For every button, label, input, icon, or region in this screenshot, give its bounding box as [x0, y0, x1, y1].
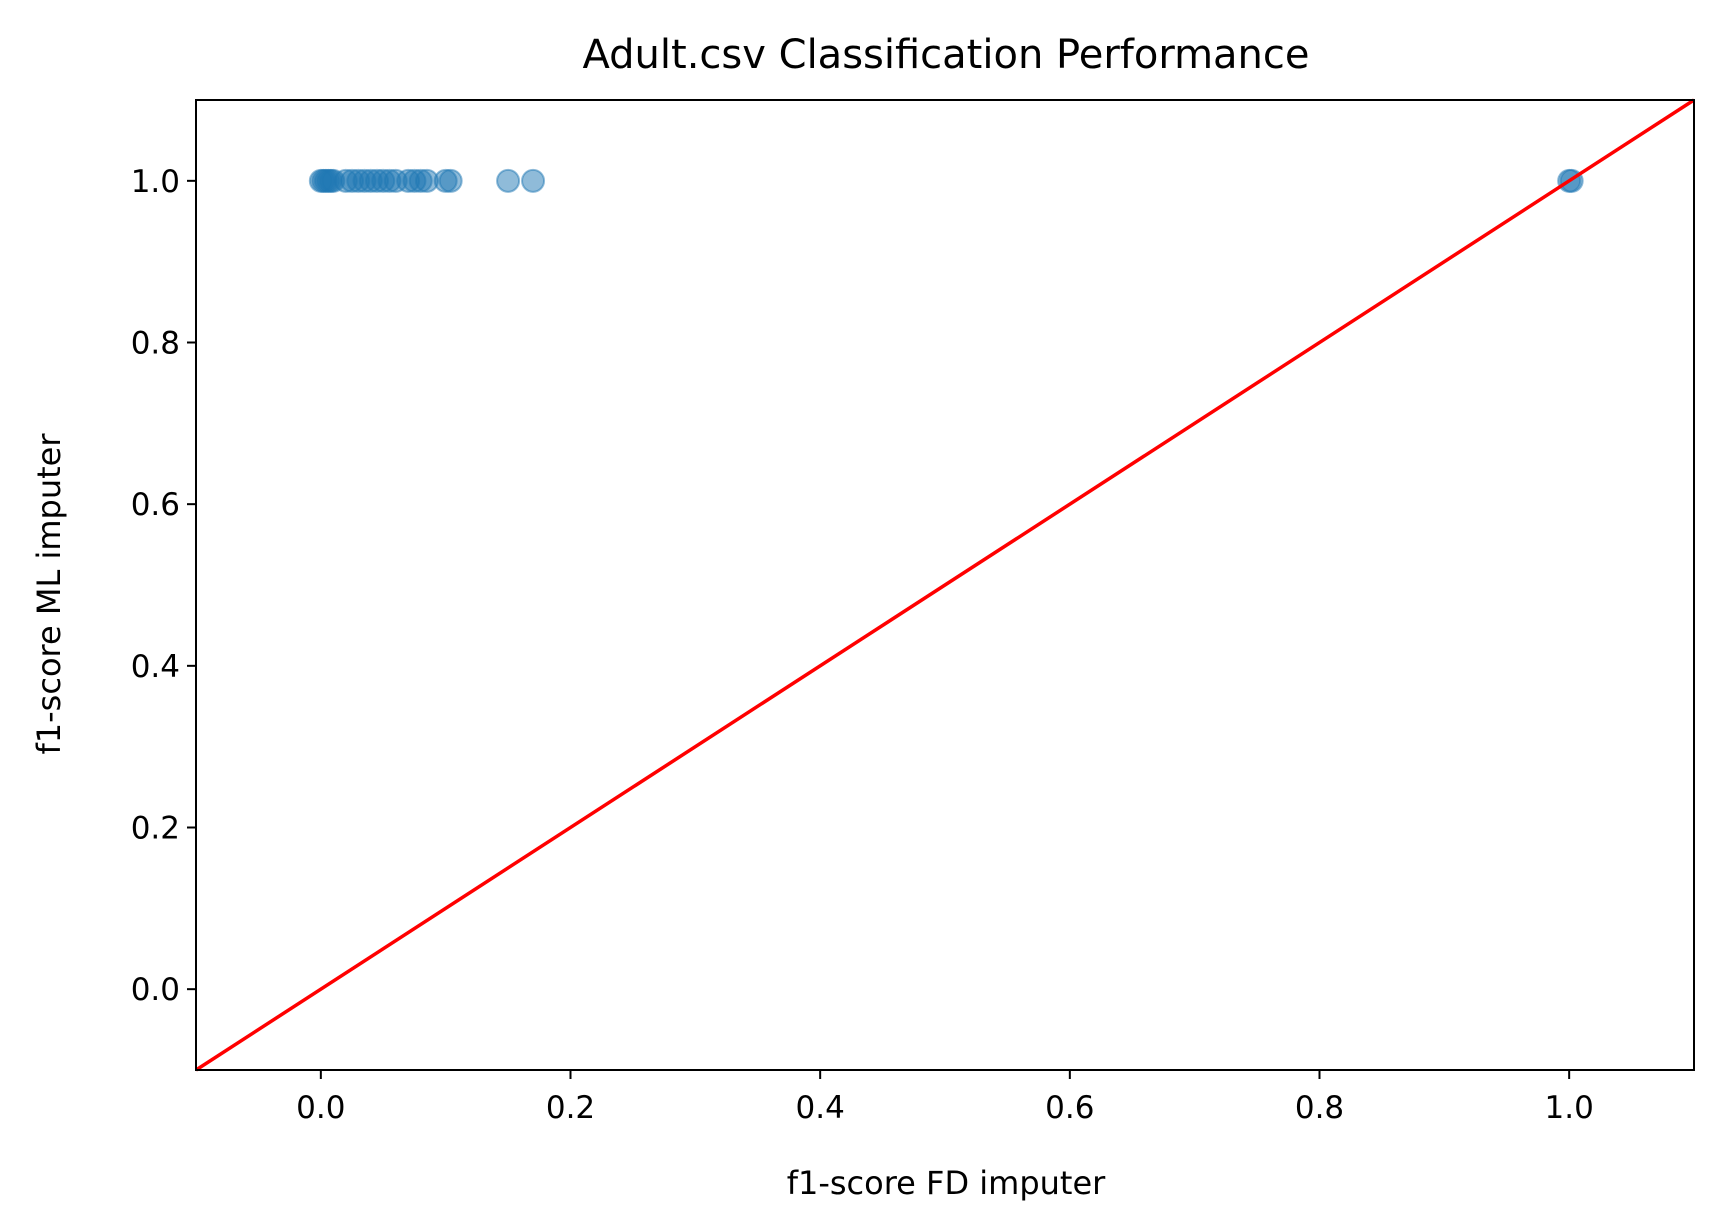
y-tick-label: 0.4: [131, 649, 180, 685]
y-tick-label: 0.2: [131, 811, 180, 847]
chart-title: Adult.csv Classification Performance: [583, 32, 1310, 78]
x-tick-label: 1.0: [1545, 1090, 1594, 1126]
y-tick-label: 1.0: [131, 164, 180, 200]
x-tick-label: 0.0: [296, 1090, 345, 1126]
data-point: [496, 168, 521, 193]
plot-frame: [195, 99, 1695, 1071]
x-tick-label: 0.4: [796, 1090, 845, 1126]
data-point: [521, 168, 546, 193]
x-tick-label: 0.8: [1295, 1090, 1344, 1126]
x-tick-label: 0.2: [546, 1090, 595, 1126]
y-tick-label: 0.6: [131, 487, 180, 523]
x-axis-ticks: 0.0 0.2 0.4 0.6 0.8 1.0: [296, 1070, 1594, 1126]
x-tick-label: 0.6: [1045, 1090, 1094, 1126]
y-axis-label: f1-score ML imputer: [30, 433, 68, 755]
reference-line-layer: [195, 98, 1695, 1072]
x-axis-label: f1-score FD imputer: [787, 1164, 1106, 1202]
y-tick-label: 0.8: [131, 326, 180, 362]
y-axis-ticks: 0.0 0.2 0.4 0.6 0.8 1.0: [131, 164, 196, 1008]
y-tick-label: 0.0: [131, 972, 180, 1008]
identity-reference-line: [195, 98, 1695, 1072]
data-point: [438, 168, 463, 193]
